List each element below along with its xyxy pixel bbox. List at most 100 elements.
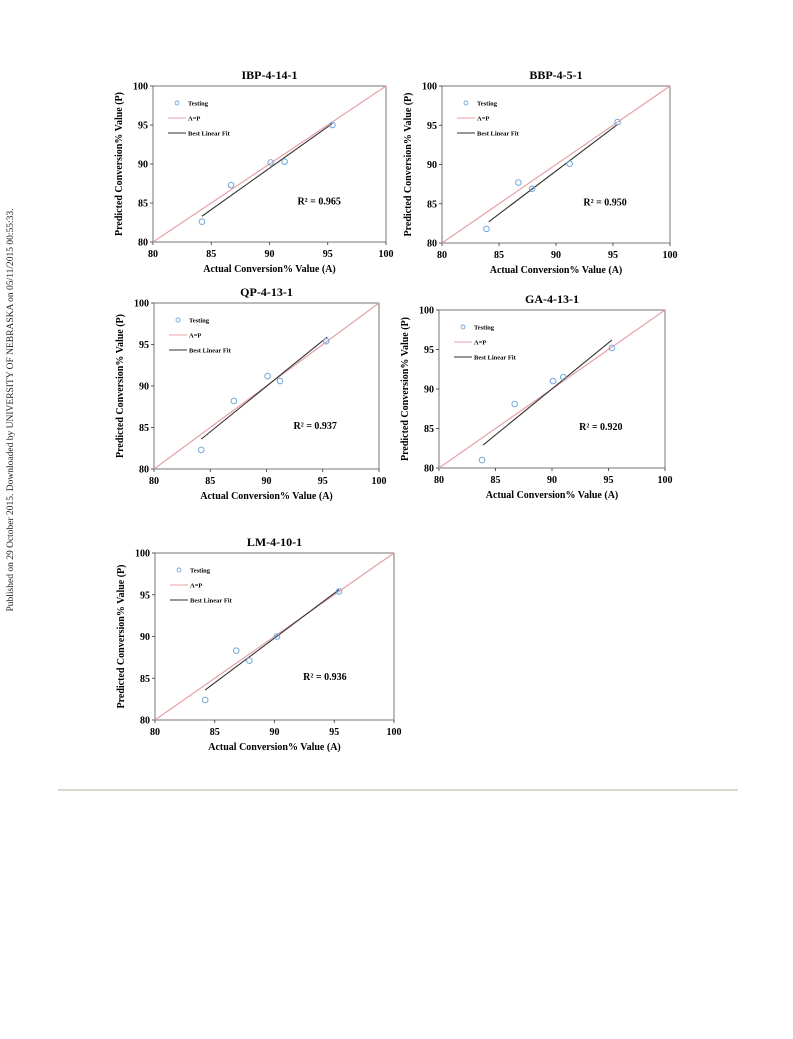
testing-point — [197, 446, 205, 454]
y-tick-label: 80 — [427, 239, 437, 250]
testing-point — [608, 344, 616, 352]
chart-ga: GA-4-13-1 80 85 90 95 100 80 85 90 95 100 Actual Co… — [394, 290, 693, 508]
x-tick-label: 100 — [658, 475, 673, 486]
y-tick-label: 80 — [424, 464, 434, 475]
x-tick-label: 90 — [270, 727, 280, 738]
chart-svg: LM-4-10-1 80 85 90 95 100 80 85 90 95 100 Actual Co… — [116, 535, 402, 753]
chart-svg: IBP-4-14-1 80 85 90 95 100 80 85 90 95 100 Actual C… — [114, 68, 394, 275]
y-tick-label: 80 — [139, 465, 149, 476]
legend-identity-label: A=P — [474, 340, 486, 347]
y-axis-label: Predicted Conversion% Value (P) — [400, 317, 411, 461]
chart-title: LM-4-10-1 — [247, 535, 302, 549]
x-axis-label: Actual Conversion% Value (A) — [203, 264, 336, 275]
legend-identity-label: A=P — [190, 583, 202, 590]
x-tick-label: 100 — [372, 476, 387, 487]
chart-svg: QP-4-13-1 80 85 90 95 100 80 85 90 95 100 Actual Co… — [115, 285, 387, 502]
y-tick-label: 95 — [427, 121, 437, 132]
testing-point — [201, 696, 209, 704]
side-note: Published on 29 October 2015. Downloaded… — [2, 180, 20, 640]
legend-identity-label: A=P — [188, 116, 200, 123]
x-tick-label: 80 — [149, 476, 159, 487]
y-tick-label: 85 — [140, 674, 150, 685]
y-tick-label: 100 — [134, 299, 149, 310]
y-tick-label: 95 — [138, 121, 148, 132]
x-tick-label: 85 — [210, 727, 220, 738]
y-tick-label: 100 — [422, 82, 437, 93]
chart-title: GA-4-13-1 — [525, 292, 579, 306]
y-tick-label: 95 — [139, 340, 149, 351]
y-tick-label: 85 — [139, 423, 149, 434]
x-tick-label: 90 — [547, 475, 557, 486]
testing-point — [329, 121, 336, 129]
testing-point — [515, 179, 522, 186]
testing-point — [566, 160, 573, 168]
fit-line — [200, 336, 328, 440]
legend-identity-label: A=P — [477, 116, 489, 123]
identity-line — [152, 85, 387, 243]
testing-point — [549, 377, 557, 385]
fit-line — [204, 589, 340, 691]
identity-line — [441, 85, 671, 244]
testing-point — [230, 397, 238, 405]
chart-lm: LM-4-10-1 80 85 90 95 100 80 85 90 95 100 Actual Co… — [108, 531, 422, 760]
x-tick-label: 80 — [150, 727, 160, 738]
legend-fit-label: Best Linear Fit — [474, 355, 517, 362]
testing-point — [227, 181, 235, 189]
x-tick-label: 95 — [318, 476, 328, 487]
y-tick-label: 90 — [427, 160, 437, 171]
testing-point — [560, 373, 567, 381]
x-tick-label: 95 — [329, 727, 339, 738]
legend-testing-marker — [463, 100, 469, 106]
testing-point — [511, 400, 519, 408]
testing-point — [281, 158, 288, 165]
y-tick-label: 80 — [138, 238, 148, 249]
y-tick-label: 90 — [140, 632, 150, 643]
testing-point — [276, 377, 284, 385]
x-tick-label: 90 — [551, 250, 561, 261]
legend-fit-label: Best Linear Fit — [189, 348, 232, 355]
x-tick-label: 100 — [663, 250, 678, 261]
testing-point — [246, 657, 253, 665]
y-tick-label: 100 — [133, 82, 148, 93]
y-axis-label: Predicted Conversion% Value (P) — [114, 92, 125, 236]
fit-line — [488, 124, 618, 223]
legend-testing-marker — [175, 317, 181, 323]
x-tick-label: 85 — [205, 476, 215, 487]
legend-testing-label: Testing — [477, 101, 498, 108]
x-tick-label: 80 — [437, 250, 447, 261]
chart-title: QP-4-13-1 — [240, 285, 293, 299]
r-squared-label: R² = 0.936 — [303, 672, 346, 683]
side-note-text: Published on 29 October 2015. Downloaded… — [6, 208, 16, 612]
testing-point — [267, 159, 274, 166]
y-axis-label: Predicted Conversion% Value (P) — [115, 314, 126, 458]
testing-point — [273, 633, 281, 640]
x-axis-label: Actual Conversion% Value (A) — [486, 490, 619, 501]
x-axis-label: Actual Conversion% Value (A) — [208, 742, 341, 753]
y-tick-label: 80 — [140, 716, 150, 727]
legend-fit-label: Best Linear Fit — [477, 131, 520, 138]
r-squared-label: R² = 0.965 — [297, 197, 340, 208]
x-tick-label: 100 — [387, 727, 402, 738]
x-tick-label: 90 — [265, 249, 275, 260]
chart-bbp: BBP-4-5-1 80 85 90 95 100 80 85 90 95 100 Actual Co… — [396, 64, 698, 283]
x-tick-label: 90 — [262, 476, 272, 487]
r-squared-label: R² = 0.920 — [579, 422, 622, 433]
y-tick-label: 90 — [424, 385, 434, 396]
y-axis-label: Predicted Conversion% Value (P) — [403, 93, 414, 237]
x-tick-label: 80 — [434, 475, 444, 486]
testing-point — [198, 218, 206, 226]
x-tick-label: 95 — [608, 250, 618, 261]
legend-fit-label: Best Linear Fit — [190, 598, 233, 605]
y-tick-label: 100 — [419, 306, 434, 317]
testing-point — [483, 225, 490, 233]
legend-testing-marker — [174, 100, 180, 106]
r-squared-label: R² = 0.950 — [583, 197, 626, 208]
chart-qp: QP-4-13-1 80 85 90 95 100 80 85 90 95 100 Actual Co… — [108, 283, 407, 509]
y-tick-label: 90 — [138, 160, 148, 171]
chart-svg: GA-4-13-1 80 85 90 95 100 80 85 90 95 100 Actual Co… — [400, 292, 673, 501]
x-tick-label: 85 — [206, 249, 216, 260]
legend-testing-label: Testing — [474, 325, 495, 332]
y-axis-label: Predicted Conversion% Value (P) — [116, 565, 127, 709]
y-tick-label: 85 — [424, 424, 434, 435]
chart-title: BBP-4-5-1 — [529, 68, 582, 82]
